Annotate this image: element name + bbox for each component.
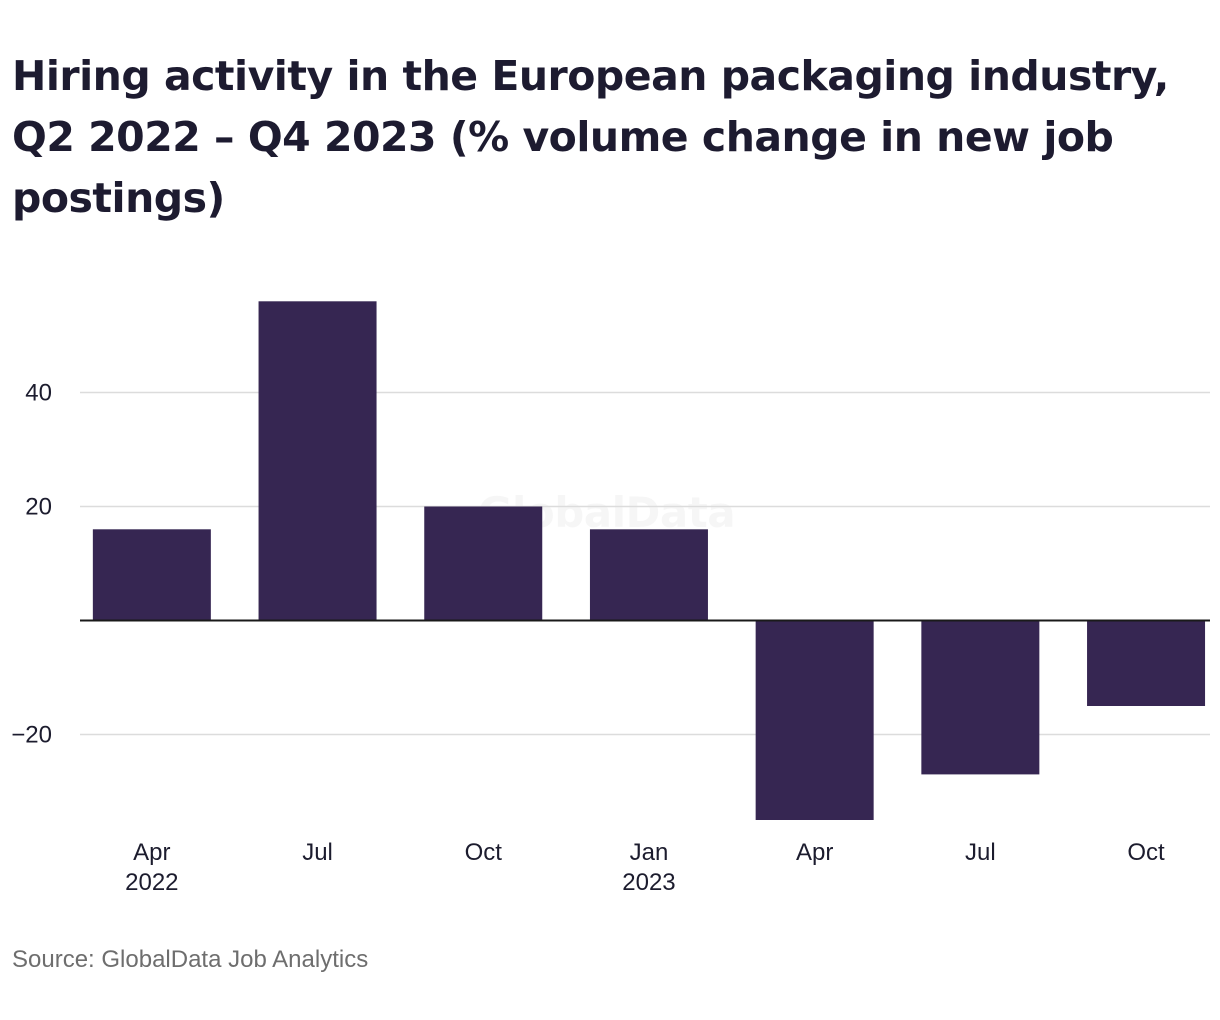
x-tick-label: Oct [465,839,503,866]
bars [92,301,1206,820]
source-note: Source: GlobalData Job Analytics [12,946,369,973]
x-tick-label: Jul [302,839,333,866]
x-axis-ticks: Apr 2022 Jul Oct Jan 2023 Apr Jul Oct [125,839,1165,896]
x-tick-label: Oct [1127,839,1165,866]
bar [258,301,377,621]
x-tick-label: Jan [630,839,669,866]
bar [1087,620,1206,706]
bar [755,620,874,820]
chart-title: Hiring activity in the European packagin… [12,52,1169,222]
y-tick-label: 40 [25,380,52,407]
x-tick-sublabel: 2022 [125,869,178,896]
x-tick-label: Jul [965,839,996,866]
bar [92,529,211,621]
x-tick-label: Apr [133,839,170,866]
bar [424,506,543,621]
y-tick-label: −20 [11,722,52,749]
y-axis-ticks: 40 20 −20 [11,380,52,749]
bar [589,529,708,621]
x-tick-sublabel: 2023 [622,869,675,896]
y-tick-label: 20 [25,494,52,521]
bar [921,620,1040,775]
x-tick-label: Apr [796,839,833,866]
